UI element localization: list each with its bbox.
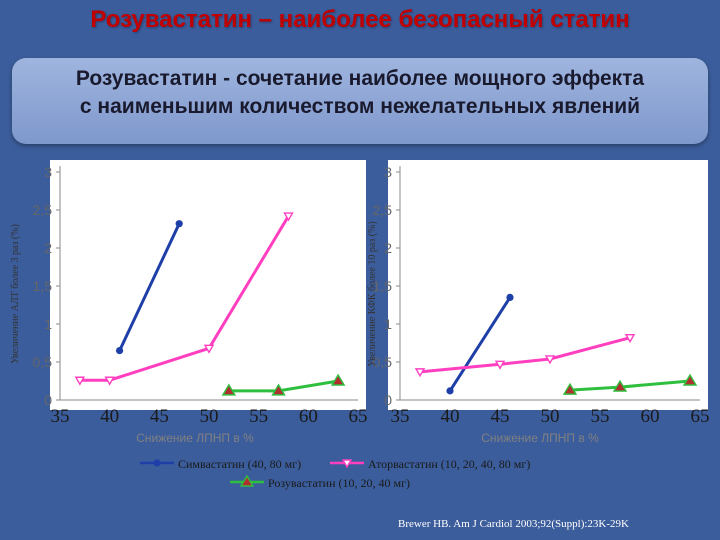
y-tick-label: 0 bbox=[44, 392, 52, 408]
x-tick-label: 45 bbox=[150, 406, 169, 427]
y-tick-label: 2 bbox=[384, 240, 392, 256]
series-line-simvastatin bbox=[448, 296, 512, 392]
x-tick-label: 60 bbox=[299, 406, 318, 427]
data-point-rosuvastatin bbox=[330, 373, 346, 386]
y-tick-label: 2,5 bbox=[33, 202, 53, 218]
citation: Brewer HB. Am J Cardiol 2003;92(Suppl):2… bbox=[398, 518, 629, 530]
x-tick-label: 50 bbox=[200, 406, 219, 427]
subtitle-line-2: с наименьшим количеством нежелательных я… bbox=[79, 95, 641, 118]
y-axis-title: Увеличение КФК более 10 раз (%) bbox=[367, 221, 378, 367]
x-tick-label: 60 bbox=[641, 406, 660, 427]
y-tick-label: 3 bbox=[384, 164, 392, 180]
x-tick-label: 65 bbox=[349, 406, 368, 427]
legend-marker-atorvastatin bbox=[341, 459, 353, 469]
legend-label: Розувастатин (10, 20, 40 мг) bbox=[268, 476, 410, 490]
legend-marker-simvastatin bbox=[153, 459, 161, 467]
y-axis-title: Увеличение АЛТ более 3 раз (%) bbox=[10, 224, 21, 364]
data-point-rosuvastatin bbox=[271, 383, 286, 396]
x-axis-title: Снижение ЛПНП в % bbox=[136, 431, 254, 445]
data-point-simvastatin bbox=[116, 347, 124, 355]
slide-title: Розувастатин – наиболее безопасный стати… bbox=[90, 6, 630, 33]
x-tick-label: 65 bbox=[691, 406, 710, 427]
x-tick-label: 50 bbox=[541, 406, 560, 427]
x-tick-label: 40 bbox=[441, 406, 460, 427]
data-point-atorvastatin bbox=[74, 376, 86, 386]
y-tick-label: 0,5 bbox=[33, 354, 53, 370]
data-point-atorvastatin bbox=[624, 333, 636, 344]
y-tick-label: 0,5 bbox=[373, 354, 393, 370]
y-tick-label: 2 bbox=[44, 240, 52, 256]
data-point-atorvastatin bbox=[283, 212, 294, 222]
plot-area-left bbox=[50, 160, 366, 410]
y-tick-label: 1 bbox=[44, 316, 52, 332]
series-line-atorvastatin bbox=[419, 336, 631, 374]
data-point-simvastatin bbox=[446, 387, 454, 395]
y-tick-label: 1,5 bbox=[33, 278, 53, 294]
legend-label: Аторвастатин (10, 20, 40, 80 мг) bbox=[368, 457, 530, 471]
y-tick-label: 2,5 bbox=[373, 202, 393, 218]
x-tick-label: 55 bbox=[591, 406, 610, 427]
data-point-atorvastatin bbox=[414, 368, 426, 378]
plot-area-right bbox=[388, 160, 708, 410]
legend-marker-rosuvastatin bbox=[239, 474, 255, 487]
data-point-rosuvastatin bbox=[612, 379, 628, 392]
data-point-atorvastatin bbox=[104, 376, 115, 386]
data-point-simvastatin bbox=[506, 293, 514, 301]
data-point-atorvastatin bbox=[494, 360, 506, 370]
x-tick-label: 55 bbox=[249, 406, 268, 427]
y-tick-label: 3 bbox=[44, 164, 52, 180]
series-line-atorvastatin bbox=[79, 215, 290, 382]
data-point-rosuvastatin bbox=[221, 383, 237, 396]
x-tick-label: 40 bbox=[100, 406, 119, 427]
x-axis-title: Снижение ЛПНП в % bbox=[481, 431, 599, 445]
subtitle-banner: Розувастатин - сочетание наиболее мощног… bbox=[12, 58, 708, 144]
data-point-rosuvastatin bbox=[562, 382, 578, 395]
series-line-simvastatin bbox=[118, 223, 181, 352]
data-point-rosuvastatin bbox=[682, 373, 698, 386]
data-point-simvastatin bbox=[175, 220, 183, 228]
data-point-atorvastatin bbox=[544, 355, 556, 365]
x-tick-label: 35 bbox=[51, 406, 70, 427]
data-point-atorvastatin bbox=[203, 344, 215, 354]
y-tick-label: 1 bbox=[384, 316, 392, 332]
x-tick-label: 35 bbox=[391, 406, 410, 427]
subtitle-line-1: Розувастатин - сочетание наиболее мощног… bbox=[75, 67, 645, 90]
y-tick-label: 1,5 bbox=[373, 278, 393, 294]
legend-label: Симвастатин (40, 80 мг) bbox=[178, 457, 301, 471]
x-tick-label: 45 bbox=[491, 406, 510, 427]
y-tick-label: 0 bbox=[384, 392, 392, 408]
